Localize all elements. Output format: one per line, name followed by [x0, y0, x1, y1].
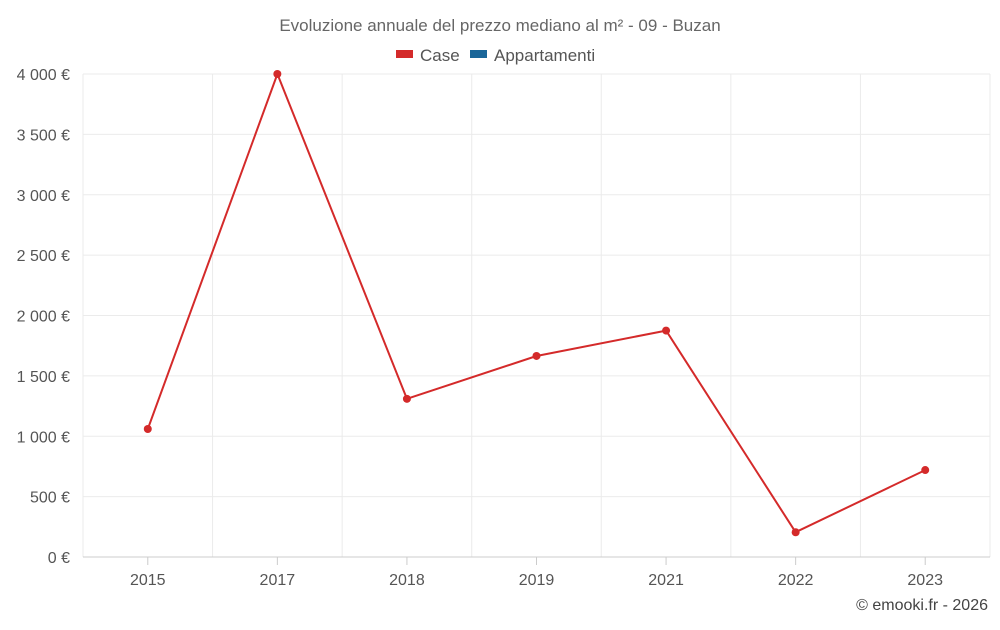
data-point[interactable]	[143, 425, 152, 434]
y-tick-label: 500 €	[30, 490, 70, 507]
series-line-0	[146, 73, 927, 534]
data-point[interactable]	[532, 351, 541, 360]
data-point[interactable]	[662, 326, 671, 335]
data-point[interactable]	[402, 394, 411, 403]
y-tick-label: 0 €	[48, 550, 70, 567]
legend-label-0[interactable]: Case	[420, 46, 460, 65]
y-tick-label: 3 500 €	[17, 127, 70, 144]
data-point[interactable]	[791, 528, 800, 537]
x-axis: 2015 2017 2018 2019 2021 2022 2023	[83, 556, 990, 589]
x-tick-label: 2017	[260, 572, 296, 589]
x-tick-label: 2015	[130, 572, 166, 589]
x-tick-label: 2021	[648, 572, 684, 589]
gridlines	[82, 73, 991, 557]
y-tick-label: 3 000 €	[17, 188, 70, 205]
x-tick-label: 2019	[519, 572, 555, 589]
y-tick-label: 4 000 €	[17, 67, 70, 84]
data-point[interactable]	[273, 70, 282, 78]
y-axis: 0 € 500 € 1 000 € 1 500 € 2 000 € 2 500 € 3 00…	[17, 67, 70, 567]
credit-text: © emooki.fr - 2026	[856, 597, 988, 614]
x-tick-label: 2023	[907, 572, 943, 589]
legend-label-1[interactable]: Appartamenti	[494, 46, 595, 65]
y-tick-label: 2 000 €	[17, 309, 70, 326]
legend-swatch-0[interactable]	[396, 50, 413, 58]
data-point[interactable]	[921, 466, 930, 475]
x-tick-label: 2018	[389, 572, 425, 589]
legend: Case Appartamenti	[396, 46, 595, 65]
series-layer	[143, 70, 930, 537]
y-tick-label: 1 000 €	[17, 429, 70, 446]
y-tick-label: 1 500 €	[17, 369, 70, 386]
x-tick-label: 2022	[778, 572, 814, 589]
y-tick-label: 2 500 €	[17, 248, 70, 265]
legend-swatch-1[interactable]	[470, 50, 487, 58]
chart-title: Evoluzione annuale del prezzo mediano al…	[279, 16, 720, 35]
